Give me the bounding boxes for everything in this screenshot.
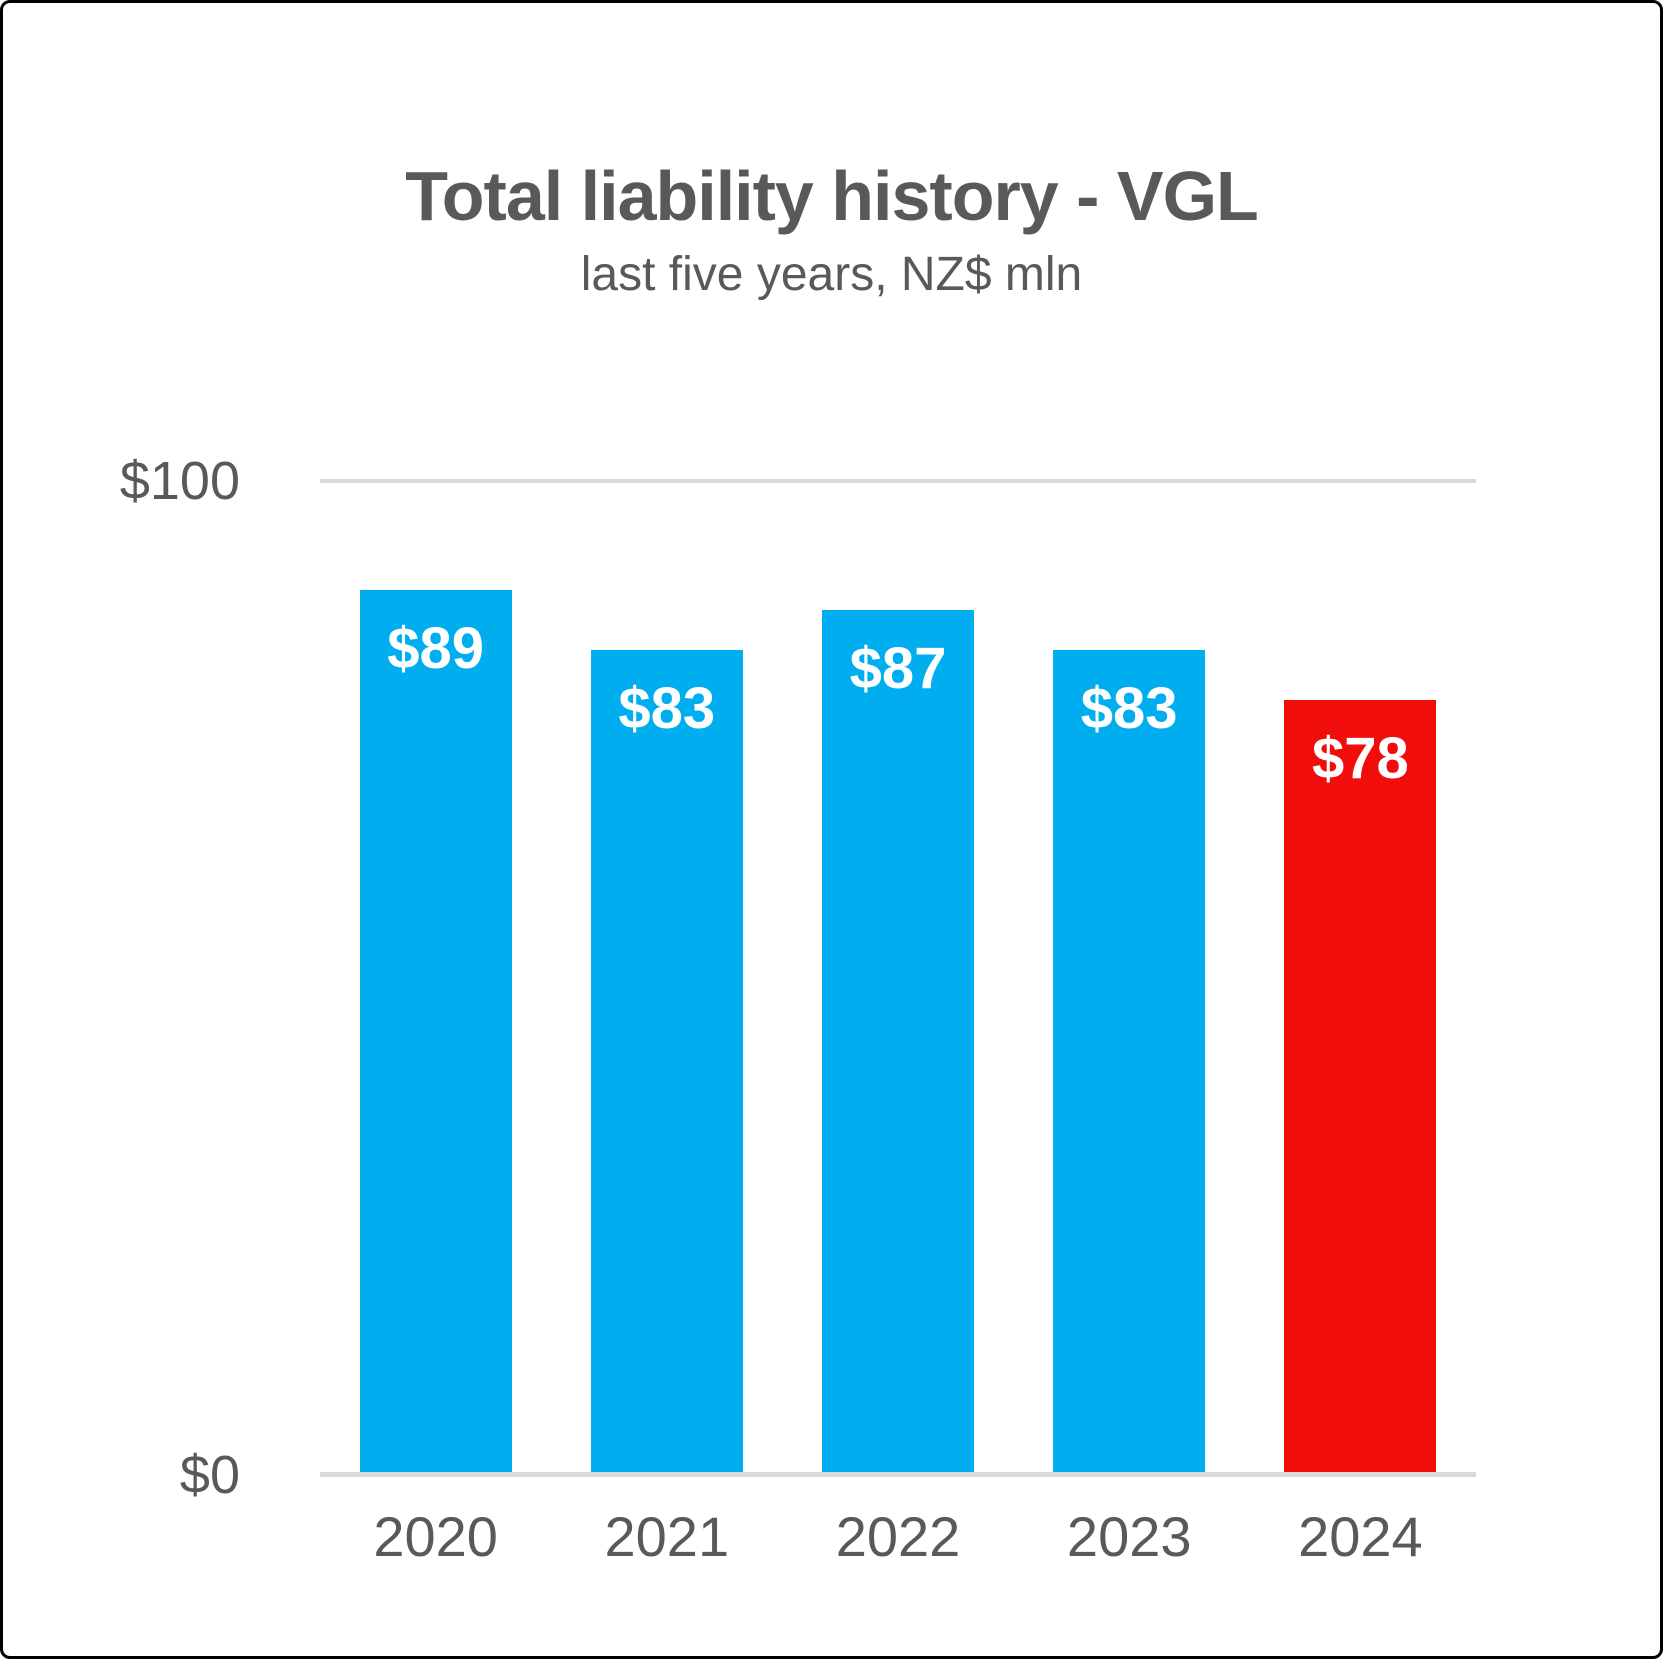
chart-subtitle: last five years, NZ$ mln [580,248,1083,301]
bars-container: $89 $83 $87 $83 $78 [320,481,1476,1475]
bar-value-label: $83 [1080,675,1178,741]
bar-2021: $83 [590,649,743,1475]
bar-value-label: $89 [387,616,484,682]
plot-area: $89 $83 $87 $83 $78 [320,479,1476,1477]
y-axis-label-0: $0 [179,1445,240,1505]
gridline-100 [320,479,1476,483]
bar-value-label: $83 [618,675,716,741]
x-axis-line [320,1472,1476,1477]
bar-value-label: $87 [849,636,947,702]
x-axis-label-2023: 2023 [1066,1505,1192,1568]
x-axis-label-2024: 2024 [1298,1505,1423,1568]
x-axis-labels: 2020 2021 2022 2023 2024 [320,1503,1476,1570]
bar-2020: $89 [359,590,512,1475]
x-axis-label-2021: 2021 [604,1505,730,1568]
bar-2024: $78 [1284,699,1437,1475]
bar-2022: $87 [821,610,974,1475]
bar-value-label: $78 [1311,725,1409,791]
chart-title: Total liability history - VGL [405,157,1259,235]
x-axis-label-2020: 2020 [373,1505,498,1568]
y-axis-label-100: $100 [119,451,240,511]
bar-2023: $83 [1053,649,1206,1475]
chart-header: Total liability history - VGL last five … [3,158,1660,302]
x-axis-label-2022: 2022 [835,1505,961,1568]
